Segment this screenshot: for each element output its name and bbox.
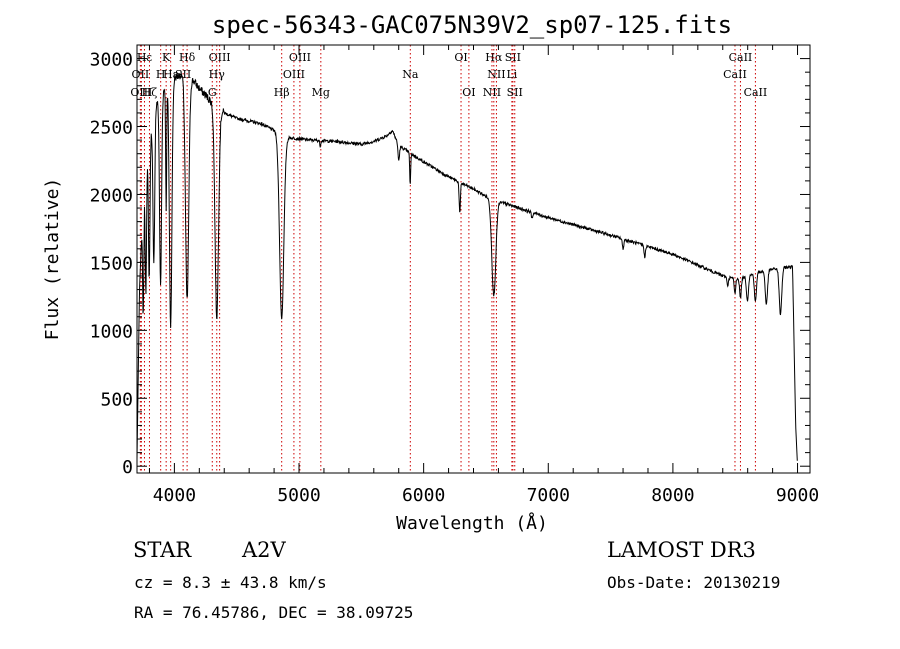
line-marker-label: OIII bbox=[209, 51, 231, 64]
observation-date: Obs-Date: 20130219 bbox=[607, 573, 781, 592]
line-marker-label: CaII bbox=[723, 68, 747, 81]
line-marker-label: OII bbox=[132, 68, 150, 81]
line-marker-label: Li bbox=[506, 68, 517, 81]
line-marker-label: Mg bbox=[312, 86, 330, 99]
line-marker-label: Hδ bbox=[179, 51, 196, 64]
object-class: STAR bbox=[133, 538, 192, 562]
chart-title: spec-56343-GAC075N39V2_sp07-125.fits bbox=[212, 11, 732, 39]
line-marker-label: G bbox=[208, 86, 217, 99]
plot-frame bbox=[136, 44, 811, 474]
x-tick-label: 6000 bbox=[402, 485, 445, 506]
line-marker-label: CaII bbox=[744, 86, 768, 99]
line-marker-label: OIII bbox=[289, 51, 311, 64]
line-marker-label: Hγ bbox=[209, 68, 226, 81]
spectrum-chart: spec-56343-GAC075N39V2_sp07-125.fits Hε O… bbox=[42, 11, 819, 534]
line-marker-label: K bbox=[162, 51, 171, 64]
x-tick-label: 5000 bbox=[277, 485, 320, 506]
y-tick-label: 2000 bbox=[90, 185, 133, 206]
axes: 4000 5000 6000 7000 8000 9000 0 500 1000 1500 2000… bbox=[90, 45, 819, 506]
x-axis-label: Wavelength (Å) bbox=[396, 512, 548, 534]
redshift-cz: cz = 8.3 ± 43.8 km/s bbox=[134, 573, 327, 592]
line-marker-label: NII bbox=[483, 86, 501, 99]
line-marker-label: NII bbox=[487, 68, 505, 81]
line-marker-label: OI bbox=[454, 51, 467, 64]
line-marker-label: OIII bbox=[130, 86, 152, 99]
line-marker-label: Na bbox=[402, 68, 419, 81]
line-marker-label: OIII bbox=[283, 68, 305, 81]
x-tick-label: 9000 bbox=[776, 485, 819, 506]
line-marker-label: OI bbox=[462, 86, 475, 99]
line-marker-label: Hζ bbox=[142, 86, 158, 99]
line-marker-label: Hα bbox=[485, 51, 503, 64]
y-axis-label: Flux (relative) bbox=[42, 178, 63, 341]
spectral-subclass: A2V bbox=[242, 538, 286, 562]
spectrum-line bbox=[136, 71, 798, 461]
y-tick-label: 3000 bbox=[90, 50, 133, 71]
y-tick-label: 0 bbox=[122, 457, 133, 478]
line-marker-label: SII bbox=[505, 51, 521, 64]
x-tick-label: 7000 bbox=[527, 485, 570, 506]
y-tick-label: 1000 bbox=[90, 321, 133, 342]
emission-line-markers: HεOIIOIIIHζKHHεHδSIIGOIIIHγHβOIIIOIIIMgN… bbox=[130, 45, 767, 473]
y-tick-label: 500 bbox=[100, 389, 133, 410]
y-tick-label: 1500 bbox=[90, 253, 133, 274]
line-marker-label: CaII bbox=[729, 51, 753, 64]
survey-name: LAMOST DR3 bbox=[607, 538, 756, 562]
line-marker-label: H bbox=[156, 68, 166, 81]
x-tick-label: 8000 bbox=[651, 485, 694, 506]
line-marker-label: Hβ bbox=[274, 86, 290, 99]
line-marker-label: SII bbox=[507, 86, 523, 99]
x-tick-label: 4000 bbox=[153, 485, 196, 506]
line-marker-label: Hε bbox=[137, 51, 153, 64]
coordinates: RA = 76.45786, DEC = 38.09725 bbox=[134, 603, 414, 622]
y-tick-label: 2500 bbox=[90, 118, 133, 139]
